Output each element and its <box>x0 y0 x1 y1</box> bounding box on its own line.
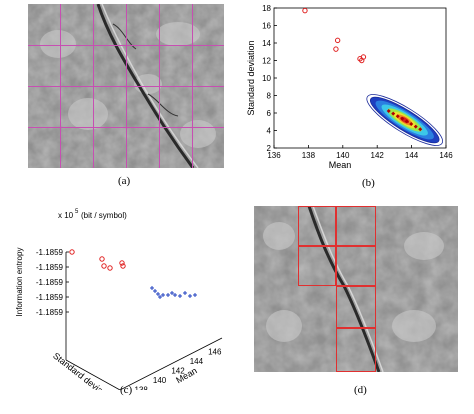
x-axis-line <box>119 337 223 390</box>
red-box-3 <box>298 246 336 286</box>
x-tick-label: 140 <box>153 376 167 385</box>
chart-c: -1.1859 -1.1859 -1.1859 -1.1859 -1.1859 x 10 5… <box>15 209 223 390</box>
grid-h-1 <box>28 45 224 46</box>
y-axis-line <box>65 359 121 390</box>
y-tick-label: 10 <box>262 74 271 83</box>
y-tick-label: 18 <box>262 4 271 13</box>
z-scale-exponent: 5 <box>75 209 79 215</box>
blue-plus-point <box>193 293 197 297</box>
blue-plus-point <box>150 286 154 290</box>
blue-plus-point <box>188 294 192 298</box>
red-box-5 <box>336 286 376 328</box>
x-tick-label: 138 <box>135 385 149 390</box>
core-point <box>400 116 405 121</box>
caption-b: (b) <box>362 177 375 189</box>
x-tick-label: 142 <box>171 367 185 376</box>
panel-a-image <box>28 4 224 168</box>
red-circle-point <box>120 263 126 269</box>
y-tick-label: 2 <box>267 144 272 153</box>
z-tick-label: -1.1859 <box>36 263 64 272</box>
red-box-1 <box>298 206 336 246</box>
x-tick-label: 146 <box>208 348 222 357</box>
z-tick-label: -1.1859 <box>36 278 64 287</box>
red-circle-point <box>333 46 339 52</box>
blue-plus-point <box>183 291 187 295</box>
caption-d: (d) <box>354 384 367 396</box>
x-tick-label: 136 <box>267 151 281 160</box>
blue-plus-point <box>158 295 162 299</box>
z-tick-label: -1.1859 <box>36 293 64 302</box>
z-unit-label: (bit / symbol) <box>81 211 127 220</box>
z-axis-label: Information entropy <box>15 248 24 317</box>
y-tick-label: 6 <box>267 109 272 118</box>
texture-image-a <box>28 4 224 168</box>
red-circle-point <box>107 265 113 271</box>
texture-svg-d <box>254 206 458 372</box>
figure-caption <box>0 398 474 414</box>
blue-plus-point <box>161 293 165 297</box>
y-axis-label: Standard deviation <box>51 351 116 390</box>
red-circle-point <box>119 260 125 266</box>
x-tick-label: 142 <box>371 151 385 160</box>
z-tick-label: -1.1859 <box>36 248 64 257</box>
red-circle-point <box>334 37 341 44</box>
chart-b: 136 138 140 142 144 146 2 4 6 8 10 12 14 16 18 Mean Stan… <box>246 4 453 170</box>
core-point <box>409 122 414 126</box>
red-box-2 <box>336 206 376 246</box>
y-axis-label: Standard deviation <box>246 40 256 115</box>
blue-plus-point <box>153 289 157 293</box>
texture-image-d <box>254 206 458 372</box>
red-circle-point <box>99 256 105 262</box>
red-circle-point <box>302 7 308 14</box>
core-point <box>386 109 391 113</box>
x-tick-label: 144 <box>190 357 204 366</box>
core-point <box>413 124 418 129</box>
core-point <box>391 111 396 116</box>
blue-plus-point <box>166 293 170 297</box>
z-scale-label: x 10 <box>58 211 74 220</box>
x-tick-label: 144 <box>405 151 419 160</box>
red-circle-point <box>101 263 107 269</box>
z-tick-label: -1.1859 <box>36 308 64 317</box>
core-point <box>418 127 423 132</box>
blue-plus-point <box>170 291 174 295</box>
blue-plus-point <box>431 138 436 143</box>
blue-plus-point <box>156 292 160 296</box>
x-tick-label: 138 <box>302 151 316 160</box>
y-tick-label: 14 <box>262 39 271 48</box>
blue-plus-point <box>173 293 177 297</box>
y-tick-label: 8 <box>267 92 272 101</box>
red-box-4 <box>336 246 376 286</box>
red-circle-point <box>69 249 75 255</box>
y-tick-label: 4 <box>267 127 272 136</box>
core-point <box>404 119 409 124</box>
x-axis-label: Mean <box>329 160 352 170</box>
grid-h-3 <box>28 127 224 128</box>
x-tick-label: 140 <box>336 151 350 160</box>
x-tick-label: 146 <box>439 151 453 160</box>
y-tick-label: 12 <box>262 57 271 66</box>
caption-c: (c) <box>120 384 133 396</box>
y-tick-label: 16 <box>262 22 271 31</box>
red-box-6 <box>336 328 376 372</box>
grid-h-2 <box>28 86 224 87</box>
core-point <box>395 114 400 119</box>
red-circle-point <box>359 57 365 64</box>
blue-plus-point <box>178 294 182 298</box>
caption-a: (a) <box>118 175 131 187</box>
panel-d-image <box>254 206 458 372</box>
